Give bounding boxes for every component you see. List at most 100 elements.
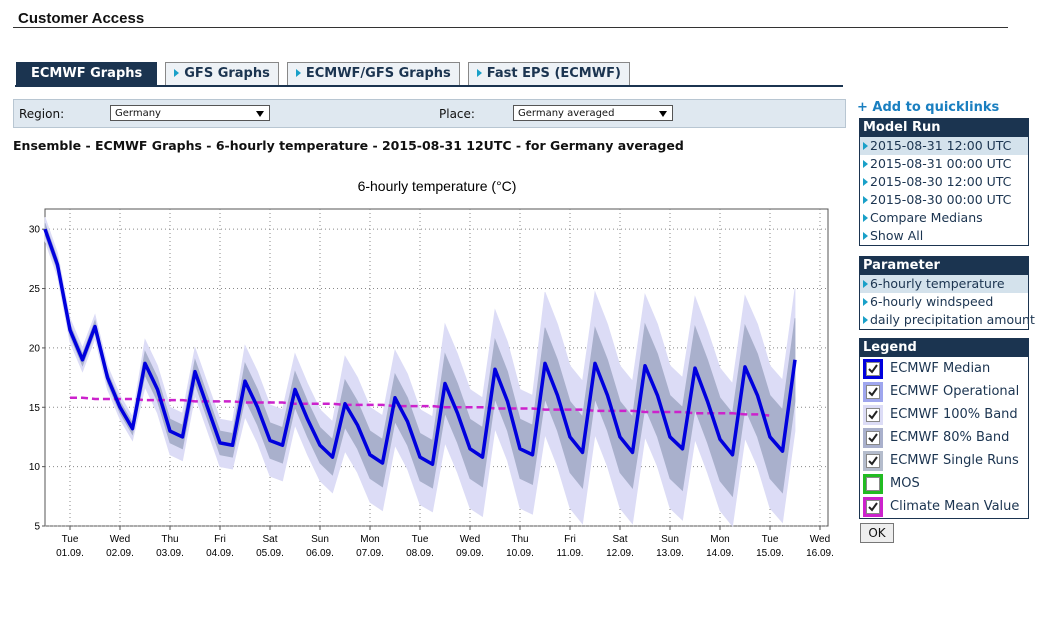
x-tick-day: Mon xyxy=(710,534,729,545)
checkbox xyxy=(866,430,880,445)
y-tick-label: 30 xyxy=(29,225,41,236)
legend-item[interactable]: ECMWF Median xyxy=(860,357,1028,380)
tab[interactable]: ECMWF Graphs xyxy=(16,62,158,86)
legend-item[interactable]: ECMWF Single Runs xyxy=(860,449,1028,472)
y-tick-label: 15 xyxy=(29,403,41,414)
x-tick-date: 13.09. xyxy=(656,548,684,559)
y-tick-label: 20 xyxy=(29,343,41,354)
x-tick-date: 16.09. xyxy=(806,548,834,559)
legend-swatch xyxy=(863,496,883,517)
x-tick-day: Sat xyxy=(612,534,627,545)
x-tick-date: 03.09. xyxy=(156,548,184,559)
box-header: Model Run xyxy=(860,119,1028,137)
parameter-item[interactable]: daily precipitation amount xyxy=(860,311,1035,329)
subtitle: Ensemble - ECMWF Graphs - 6-hourly tempe… xyxy=(13,138,684,153)
x-tick-day: Sun xyxy=(311,534,329,545)
y-tick-label: 5 xyxy=(34,522,40,533)
legend-label: MOS xyxy=(890,476,920,491)
x-tick-date: 04.09. xyxy=(206,548,234,559)
checkbox xyxy=(866,407,880,422)
x-tick-date: 15.09. xyxy=(756,548,784,559)
legend-item[interactable]: ECMWF 80% Band xyxy=(860,426,1028,449)
legend-item[interactable]: Climate Mean Value xyxy=(860,495,1028,518)
legend-box: Legend ECMWF Median ECMWF Operational ECMWF… xyxy=(859,338,1029,519)
parameter-item[interactable]: 6-hourly temperature xyxy=(860,275,1028,293)
x-tick-date: 07.09. xyxy=(356,548,384,559)
legend-item[interactable]: ECMWF 100% Band xyxy=(860,403,1028,426)
x-tick-date: 05.09. xyxy=(256,548,284,559)
checkbox xyxy=(866,453,880,468)
legend-label: ECMWF Operational xyxy=(890,384,1020,399)
check-mark xyxy=(868,432,878,443)
legend-label: ECMWF 80% Band xyxy=(890,430,1010,445)
tab[interactable]: Fast EPS (ECMWF) xyxy=(467,62,630,86)
x-tick-date: 10.09. xyxy=(506,548,534,559)
x-tick-day: Wed xyxy=(110,534,130,545)
legend-item[interactable]: ECMWF Operational xyxy=(860,380,1028,403)
model-run-item[interactable]: 2015-08-31 00:00 UTC xyxy=(860,155,1028,173)
place-label: Place: xyxy=(439,107,475,121)
chart-title: 6-hourly temperature (°C) xyxy=(358,178,517,194)
legend-label: Climate Mean Value xyxy=(890,499,1020,514)
check-mark xyxy=(868,501,878,512)
x-tick-day: Fri xyxy=(214,534,226,545)
legend-label: ECMWF Single Runs xyxy=(890,453,1019,468)
model-run-item[interactable]: Show All xyxy=(860,227,1028,245)
checkbox xyxy=(866,384,880,399)
x-tick-day: Wed xyxy=(810,534,830,545)
model-run-item[interactable]: Compare Medians xyxy=(860,209,1028,227)
legend-swatch xyxy=(863,427,883,448)
x-tick-date: 06.09. xyxy=(306,548,334,559)
ok-button[interactable]: OK xyxy=(860,523,894,543)
region-select[interactable]: Germany xyxy=(110,105,270,121)
quicklinks[interactable]: + Add to quicklinks xyxy=(857,100,1000,115)
checkbox xyxy=(866,361,880,376)
region-label: Region: xyxy=(19,107,65,121)
parameter-box: Parameter 6-hourly temperature 6-hourly wi… xyxy=(859,256,1035,330)
series-line xyxy=(70,396,771,417)
check-path xyxy=(868,501,878,512)
check-mark xyxy=(868,386,878,397)
y-tick-label: 25 xyxy=(29,284,41,295)
page-title: Customer Access xyxy=(18,10,145,27)
box-header: Parameter xyxy=(860,257,1028,275)
x-tick-day: Sat xyxy=(262,534,277,545)
parameter-item[interactable]: 6-hourly windspeed xyxy=(860,293,1028,311)
title-rule xyxy=(13,27,1008,28)
x-tick-day: Tue xyxy=(762,534,779,545)
x-tick-day: Sun xyxy=(661,534,679,545)
x-tick-date: 14.09. xyxy=(706,548,734,559)
legend-swatch xyxy=(863,381,883,402)
y-tick-label: 10 xyxy=(29,462,41,473)
series-line xyxy=(43,228,797,467)
x-tick-date: 08.09. xyxy=(406,548,434,559)
checkbox xyxy=(866,476,880,491)
check-path xyxy=(868,455,878,466)
filter-bar: Region: Germany Place: Germany averaged xyxy=(13,99,846,128)
place-select[interactable]: Germany averaged xyxy=(513,105,673,121)
checkbox xyxy=(866,499,880,514)
x-tick-day: Thu xyxy=(511,534,528,545)
box-header: Legend xyxy=(860,339,1028,357)
x-tick-day: Tue xyxy=(62,534,79,545)
model-run-item[interactable]: 2015-08-30 00:00 UTC xyxy=(860,191,1028,209)
band xyxy=(44,223,796,498)
check-mark xyxy=(868,363,878,374)
legend-swatch xyxy=(863,473,883,494)
x-tick-date: 01.09. xyxy=(56,548,84,559)
legend-label: ECMWF Median xyxy=(890,361,991,376)
tab[interactable]: GFS Graphs xyxy=(165,62,279,86)
legend-item[interactable]: MOS xyxy=(860,472,1028,495)
model-run-item[interactable]: 2015-08-31 12:00 UTC xyxy=(860,137,1028,155)
legend-label: ECMWF 100% Band xyxy=(890,407,1018,422)
tab[interactable]: ECMWF/GFS Graphs xyxy=(286,62,460,86)
check-mark xyxy=(868,409,878,420)
x-tick-day: Fri xyxy=(564,534,576,545)
x-tick-day: Tue xyxy=(412,534,429,545)
model-run-box: Model Run 2015-08-31 12:00 UTC 2015-08-31 … xyxy=(859,118,1029,246)
x-tick-day: Wed xyxy=(460,534,480,545)
x-tick-day: Mon xyxy=(360,534,379,545)
model-run-item[interactable]: 2015-08-30 12:00 UTC xyxy=(860,173,1028,191)
legend-swatch xyxy=(863,404,883,425)
